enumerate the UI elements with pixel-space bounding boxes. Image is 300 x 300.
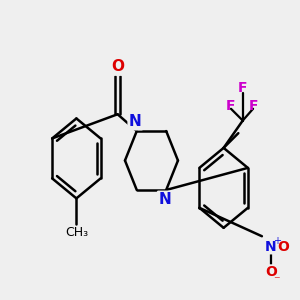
Text: O: O (277, 240, 289, 254)
Text: N: N (129, 114, 142, 129)
Text: +: + (273, 236, 280, 246)
Text: CH₃: CH₃ (65, 226, 88, 239)
Text: N: N (158, 192, 171, 207)
Text: F: F (238, 81, 247, 95)
Text: F: F (248, 99, 258, 113)
Text: N: N (265, 240, 277, 254)
Text: O: O (111, 59, 124, 74)
Text: O: O (265, 265, 277, 279)
Text: F: F (226, 99, 236, 113)
Text: ⁻: ⁻ (273, 274, 279, 287)
